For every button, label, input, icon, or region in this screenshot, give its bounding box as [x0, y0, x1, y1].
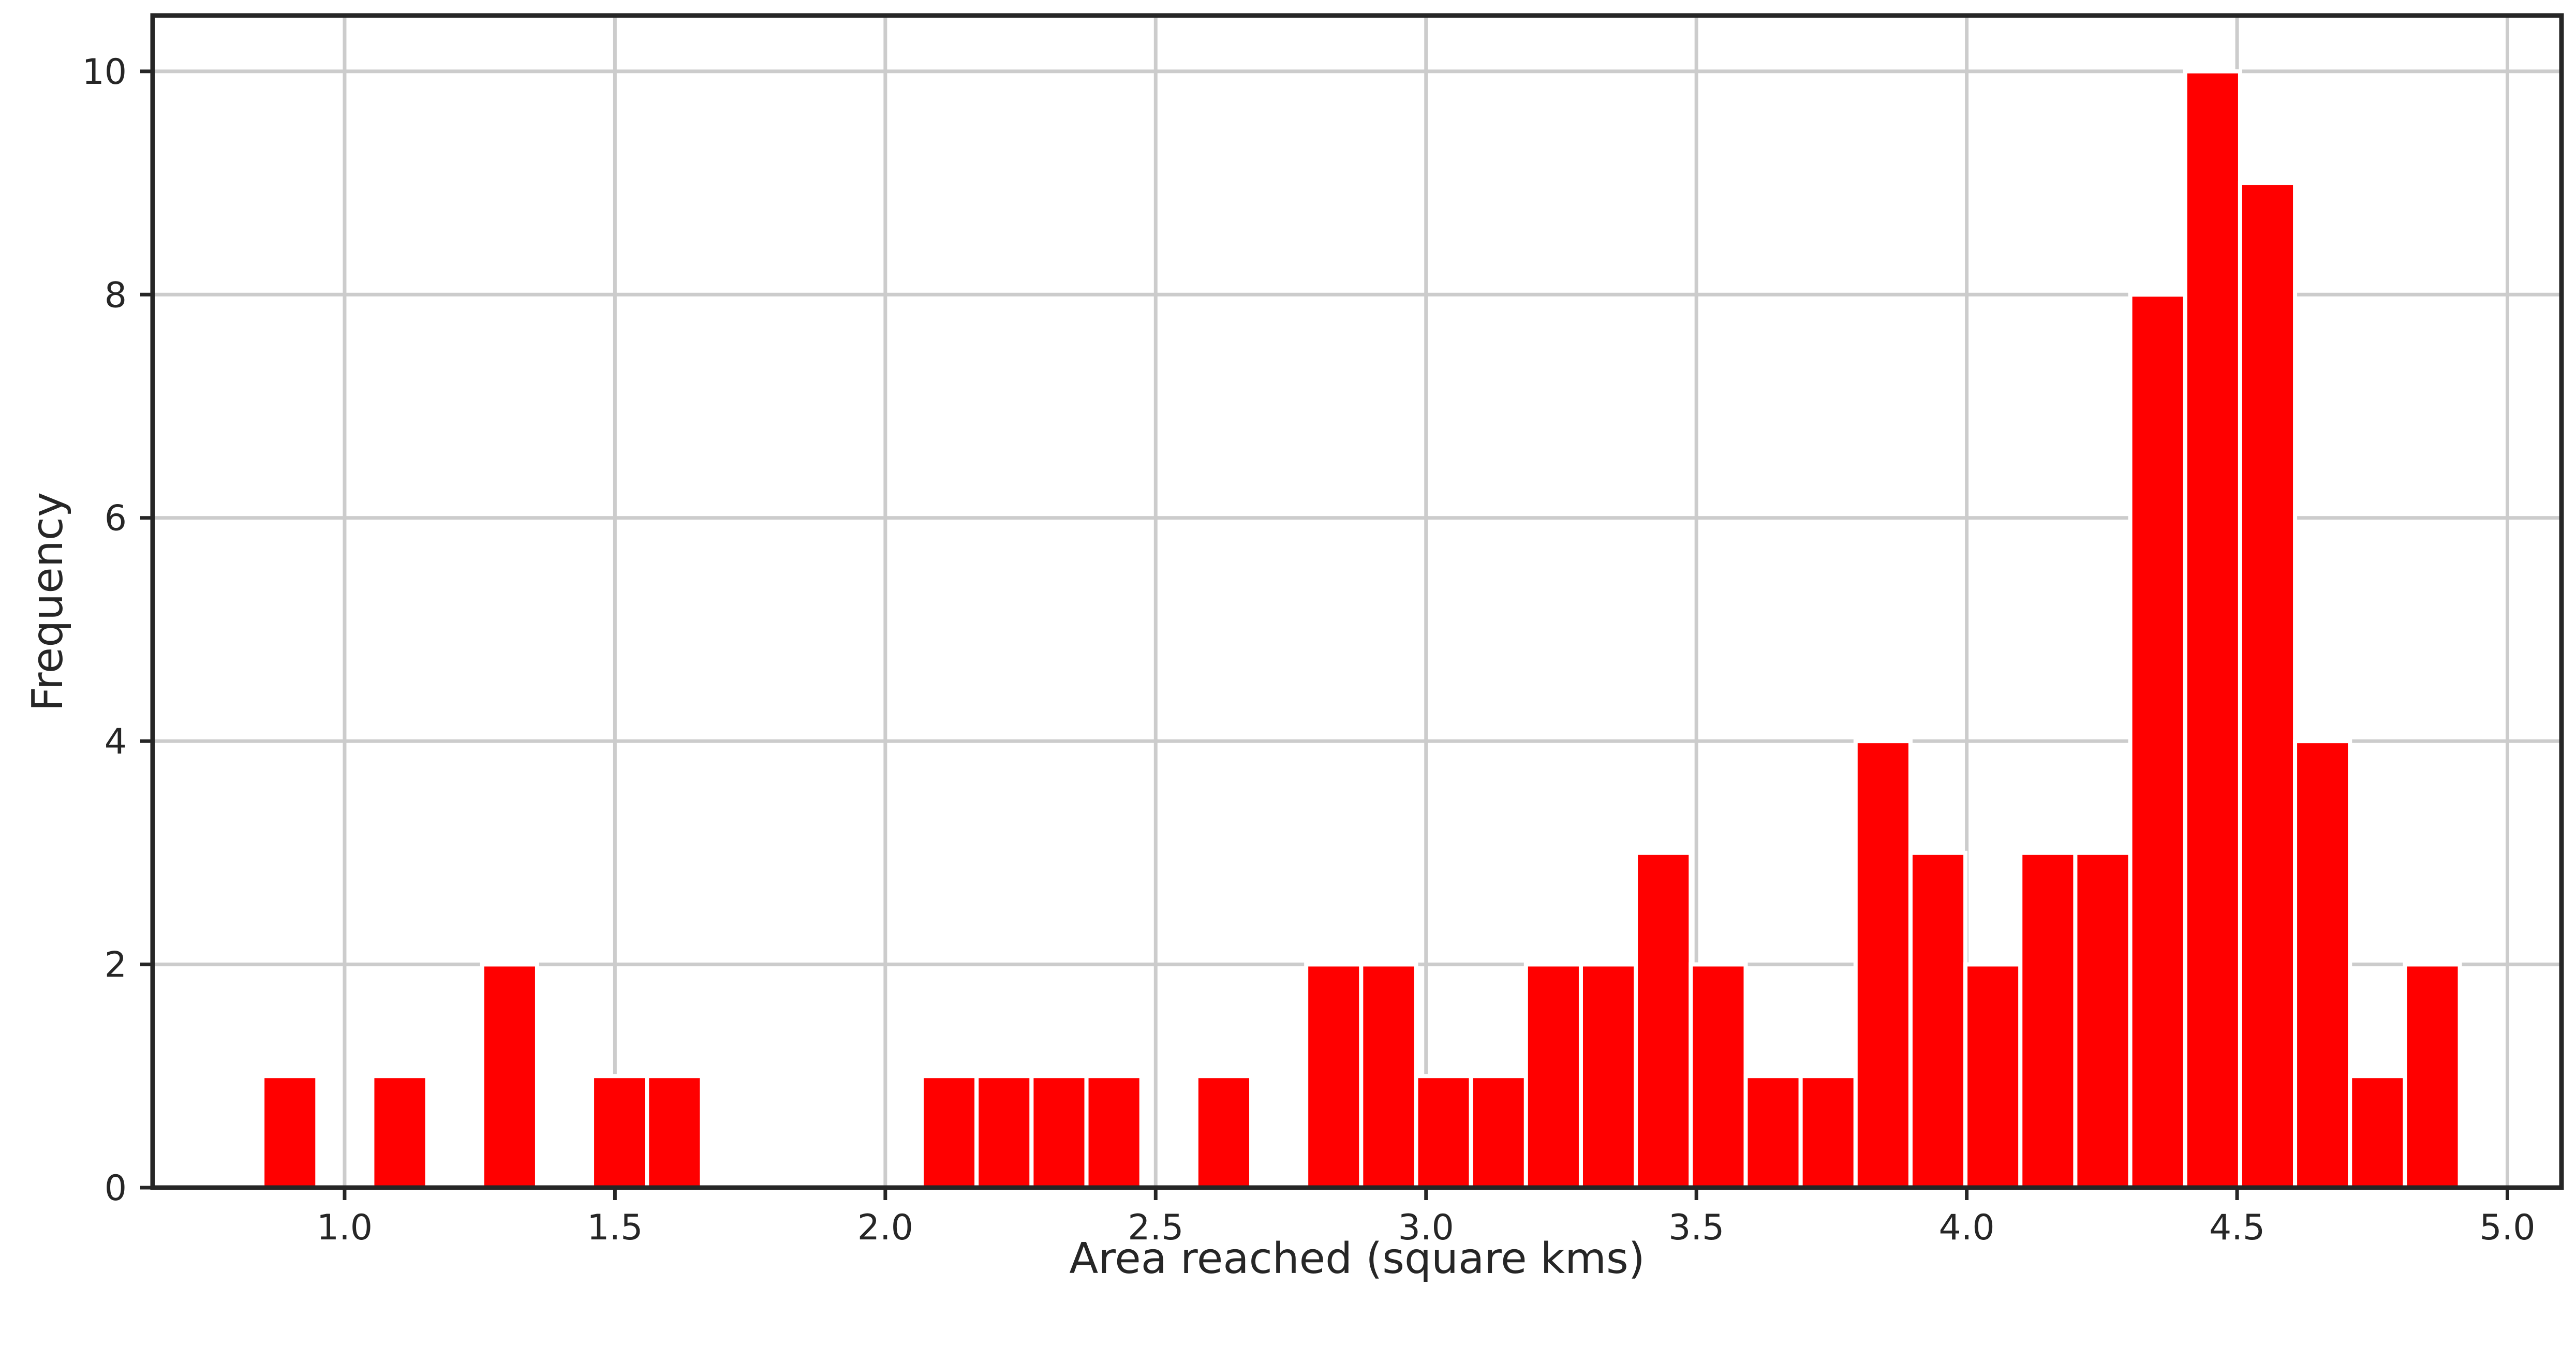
y-axis-label: Frequency	[23, 492, 72, 712]
plot-frame	[150, 13, 2564, 1190]
histogram-bar	[1634, 850, 1693, 1190]
histogram-bar	[1029, 1074, 1089, 1190]
histogram-bar	[1469, 1074, 1528, 1190]
tick-layer	[140, 69, 2510, 1200]
x-tick-label: 4.0	[1939, 1207, 1995, 1248]
histogram-bar	[1414, 1074, 1473, 1190]
x-tick-label: 2.0	[857, 1207, 913, 1248]
histogram-bar	[1084, 1074, 1144, 1190]
x-axis-label: Area reached (square kms)	[1069, 1234, 1645, 1283]
histogram-bar	[2183, 69, 2242, 1190]
histogram-bar	[920, 1074, 979, 1190]
histogram-bar	[2018, 850, 2078, 1190]
histogram-bar	[2293, 739, 2352, 1190]
histogram-bar	[2073, 850, 2133, 1190]
x-tick-label: 3.0	[1398, 1207, 1454, 1248]
histogram-bar	[1743, 1074, 1803, 1190]
x-tick-label: 5.0	[2479, 1207, 2535, 1248]
histogram-bar	[590, 1074, 649, 1190]
histogram-bar	[1523, 962, 1583, 1190]
histogram-bar	[480, 962, 539, 1190]
y-tick-label: 2	[105, 945, 127, 986]
x-tick-label: 2.5	[1128, 1207, 1183, 1248]
histogram-bar	[2348, 1074, 2407, 1190]
x-tick-label: 1.5	[587, 1207, 643, 1248]
histogram-bar	[1798, 1074, 1858, 1190]
histogram-bar	[1908, 850, 1968, 1190]
y-tick-label: 8	[105, 275, 127, 316]
histogram-bar	[1304, 962, 1364, 1190]
histogram-bar	[2238, 181, 2298, 1190]
label-layer: 1.0 1.5 2.0 2.5 3.0 3.5 4.0 4.5 5.0 0 2 4 6 8 10	[82, 52, 2535, 1248]
histogram-bar	[1359, 962, 1418, 1190]
y-tick-label: 10	[82, 52, 127, 93]
x-tick-label: 4.5	[2209, 1207, 2265, 1248]
histogram-bar	[1194, 1074, 1254, 1190]
histogram-bar	[1689, 962, 1748, 1190]
y-tick-label: 4	[105, 721, 127, 762]
y-tick-label: 0	[105, 1168, 127, 1209]
histogram-bar	[370, 1074, 430, 1190]
histogram-bar	[1853, 739, 1913, 1190]
histogram-bar	[2128, 292, 2187, 1190]
y-tick-label: 6	[105, 498, 127, 539]
histogram-bar	[645, 1074, 704, 1190]
histogram-bar	[260, 1074, 320, 1190]
histogram-bar	[974, 1074, 1034, 1190]
x-tick-label: 1.0	[317, 1207, 373, 1248]
bar-layer	[260, 69, 2462, 1190]
x-tick-label: 3.5	[1668, 1207, 1724, 1248]
histogram-bar	[1963, 962, 2023, 1190]
histogram-bar	[1578, 962, 1638, 1190]
histogram-bar	[2403, 962, 2462, 1190]
